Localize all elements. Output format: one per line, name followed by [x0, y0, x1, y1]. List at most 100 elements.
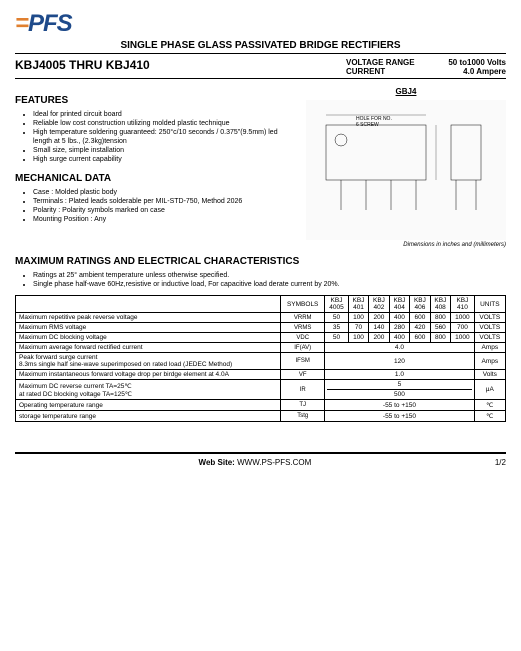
span-cell: 1.0: [325, 370, 474, 380]
value-cell: 280: [389, 323, 409, 333]
symbol-cell: IF(AV): [281, 343, 325, 353]
column-header: KBJ401: [348, 296, 368, 313]
package-label: GBJ4: [306, 87, 506, 96]
current-label: CURRENT: [346, 67, 436, 76]
table-row: Maximum RMS voltageVRMS35701402804205607…: [16, 323, 506, 333]
list-item: Polarity : Polarity symbols marked on ca…: [33, 206, 291, 215]
value-cell: 400: [389, 333, 409, 343]
value-cell: 600: [410, 313, 430, 323]
row-label: Maximum RMS voltage: [16, 323, 281, 333]
column-header: KBJ406: [410, 296, 430, 313]
column-header: SYMBOLS: [281, 296, 325, 313]
value-cell: 200: [369, 333, 389, 343]
table-row: Peak forward surge current 8.3ms single …: [16, 353, 506, 370]
logo-row: =PFS: [15, 10, 506, 38]
row-label: Maximum repetitive peak reverse voltage: [16, 313, 281, 323]
value-cell: 400: [389, 313, 409, 323]
list-item: Reliable low cost construction utilizing…: [33, 119, 291, 128]
value-cell: 140: [369, 323, 389, 333]
span-cell: 5500: [325, 380, 474, 400]
unit-cell: Amps: [474, 353, 505, 370]
value-cell: 800: [430, 313, 450, 323]
package-diagram: HOLE FOR NO. 6 SCREW: [306, 100, 506, 240]
column-header: KBJ402: [369, 296, 389, 313]
list-item: Ideal for printed circuit board: [33, 110, 291, 119]
symbol-cell: VDC: [281, 333, 325, 343]
list-item: Terminals : Plated leads solderable per …: [33, 197, 291, 206]
symbol-cell: TJ: [281, 400, 325, 411]
website-url: WWW.PS-PFS.COM: [237, 458, 311, 467]
logo-accent: =: [15, 10, 28, 37]
mechanical-list: Case : Molded plastic bodyTerminals : Pl…: [15, 188, 291, 224]
list-item: Single phase half-wave 60Hz,resistive or…: [33, 280, 506, 289]
current-value: 4.0 Ampere: [436, 67, 506, 76]
table-body: Maximum repetitive peak reverse voltageV…: [16, 313, 506, 422]
list-item: Case : Molded plastic body: [33, 188, 291, 197]
symbol-cell: VF: [281, 370, 325, 380]
row-label: Maximum instantaneous forward voltage dr…: [16, 370, 281, 380]
value-cell: 420: [410, 323, 430, 333]
row-label: Peak forward surge current 8.3ms single …: [16, 353, 281, 370]
dimensions-note: Dimensions in inches and (millimeters): [306, 242, 506, 248]
main-columns: FEATURES Ideal for printed circuit board…: [15, 87, 506, 248]
symbol-cell: VRRM: [281, 313, 325, 323]
span-cell: 120: [325, 353, 474, 370]
voltage-range-label: VOLTAGE RANGE: [346, 58, 436, 67]
header-row: KBJ4005 THRU KBJ410 VOLTAGE RANGE50 to10…: [15, 58, 506, 79]
value-cell: 50: [325, 313, 349, 323]
spec-block: VOLTAGE RANGE50 to1000 Volts CURRENT4.0 …: [346, 58, 506, 76]
span-cell: -55 to +150: [325, 411, 474, 422]
value-cell: 100: [348, 333, 368, 343]
list-item: Mounting Position : Any: [33, 215, 291, 224]
features-title: FEATURES: [15, 95, 291, 106]
row-label: storage temperature range: [16, 411, 281, 422]
ratings-title: MAXIMUM RATINGS AND ELECTRICAL CHARACTER…: [15, 256, 506, 267]
symbol-cell: IR: [281, 380, 325, 400]
unit-cell: VOLTS: [474, 323, 505, 333]
features-list: Ideal for printed circuit boardReliable …: [15, 110, 291, 165]
mechanical-title: MECHANICAL DATA: [15, 173, 291, 184]
table-row: Maximum repetitive peak reverse voltageV…: [16, 313, 506, 323]
row-label: Maximum DC reverse current TA=25℃ at rat…: [16, 380, 281, 400]
table-corner-cell: [16, 296, 281, 313]
table-row: Maximum instantaneous forward voltage dr…: [16, 370, 506, 380]
page-number: 1/2: [495, 458, 506, 467]
table-row: Maximum DC reverse current TA=25℃ at rat…: [16, 380, 506, 400]
right-column: GBJ4 HOLE FOR NO. 6 SCREW Dimensions in …: [306, 87, 506, 248]
value-cell: 70: [348, 323, 368, 333]
table-row: Maximum DC blocking voltageVDC5010020040…: [16, 333, 506, 343]
column-header: UNITS: [474, 296, 505, 313]
value-cell: 1000: [451, 313, 475, 323]
table-header-row: SYMBOLSKBJ4005KBJ401KBJ402KBJ404KBJ406KB…: [16, 296, 506, 313]
span-cell: 4.0: [325, 343, 474, 353]
unit-cell: VOLTS: [474, 313, 505, 323]
website-label: Web Site:: [199, 458, 235, 467]
span-cell: -55 to +150: [325, 400, 474, 411]
table-row: Operating temperature rangeTJ-55 to +150…: [16, 400, 506, 411]
footer-center: Web Site: WWW.PS-PFS.COM: [199, 458, 312, 467]
unit-cell: Amps: [474, 343, 505, 353]
list-item: Ratings at 25° ambient temperature unles…: [33, 271, 506, 280]
ratings-table: SYMBOLSKBJ4005KBJ401KBJ402KBJ404KBJ406KB…: [15, 295, 506, 422]
svg-text:6 SCREW: 6 SCREW: [356, 122, 379, 128]
symbol-cell: IFSM: [281, 353, 325, 370]
value-cell: 50: [325, 333, 349, 343]
list-item: High surge current capability: [33, 155, 291, 164]
value-cell: 1000: [451, 333, 475, 343]
logo: =PFS: [15, 10, 72, 38]
symbol-cell: Tstg: [281, 411, 325, 422]
value-cell: 700: [451, 323, 475, 333]
unit-cell: μA: [474, 380, 505, 400]
column-header: KBJ408: [430, 296, 450, 313]
voltage-range-value: 50 to1000 Volts: [436, 58, 506, 67]
document-subtitle: SINGLE PHASE GLASS PASSIVATED BRIDGE REC…: [15, 40, 506, 54]
column-header: KBJ410: [451, 296, 475, 313]
unit-cell: ℃: [474, 411, 505, 422]
list-item: Small size, simple installation: [33, 146, 291, 155]
value-cell: 800: [430, 333, 450, 343]
footer: Web Site: WWW.PS-PFS.COM 1/2: [15, 452, 506, 467]
table-row: Maximum average forward rectified curren…: [16, 343, 506, 353]
part-number-title: KBJ4005 THRU KBJ410: [15, 58, 150, 76]
value-cell: 560: [430, 323, 450, 333]
row-label: Operating temperature range: [16, 400, 281, 411]
